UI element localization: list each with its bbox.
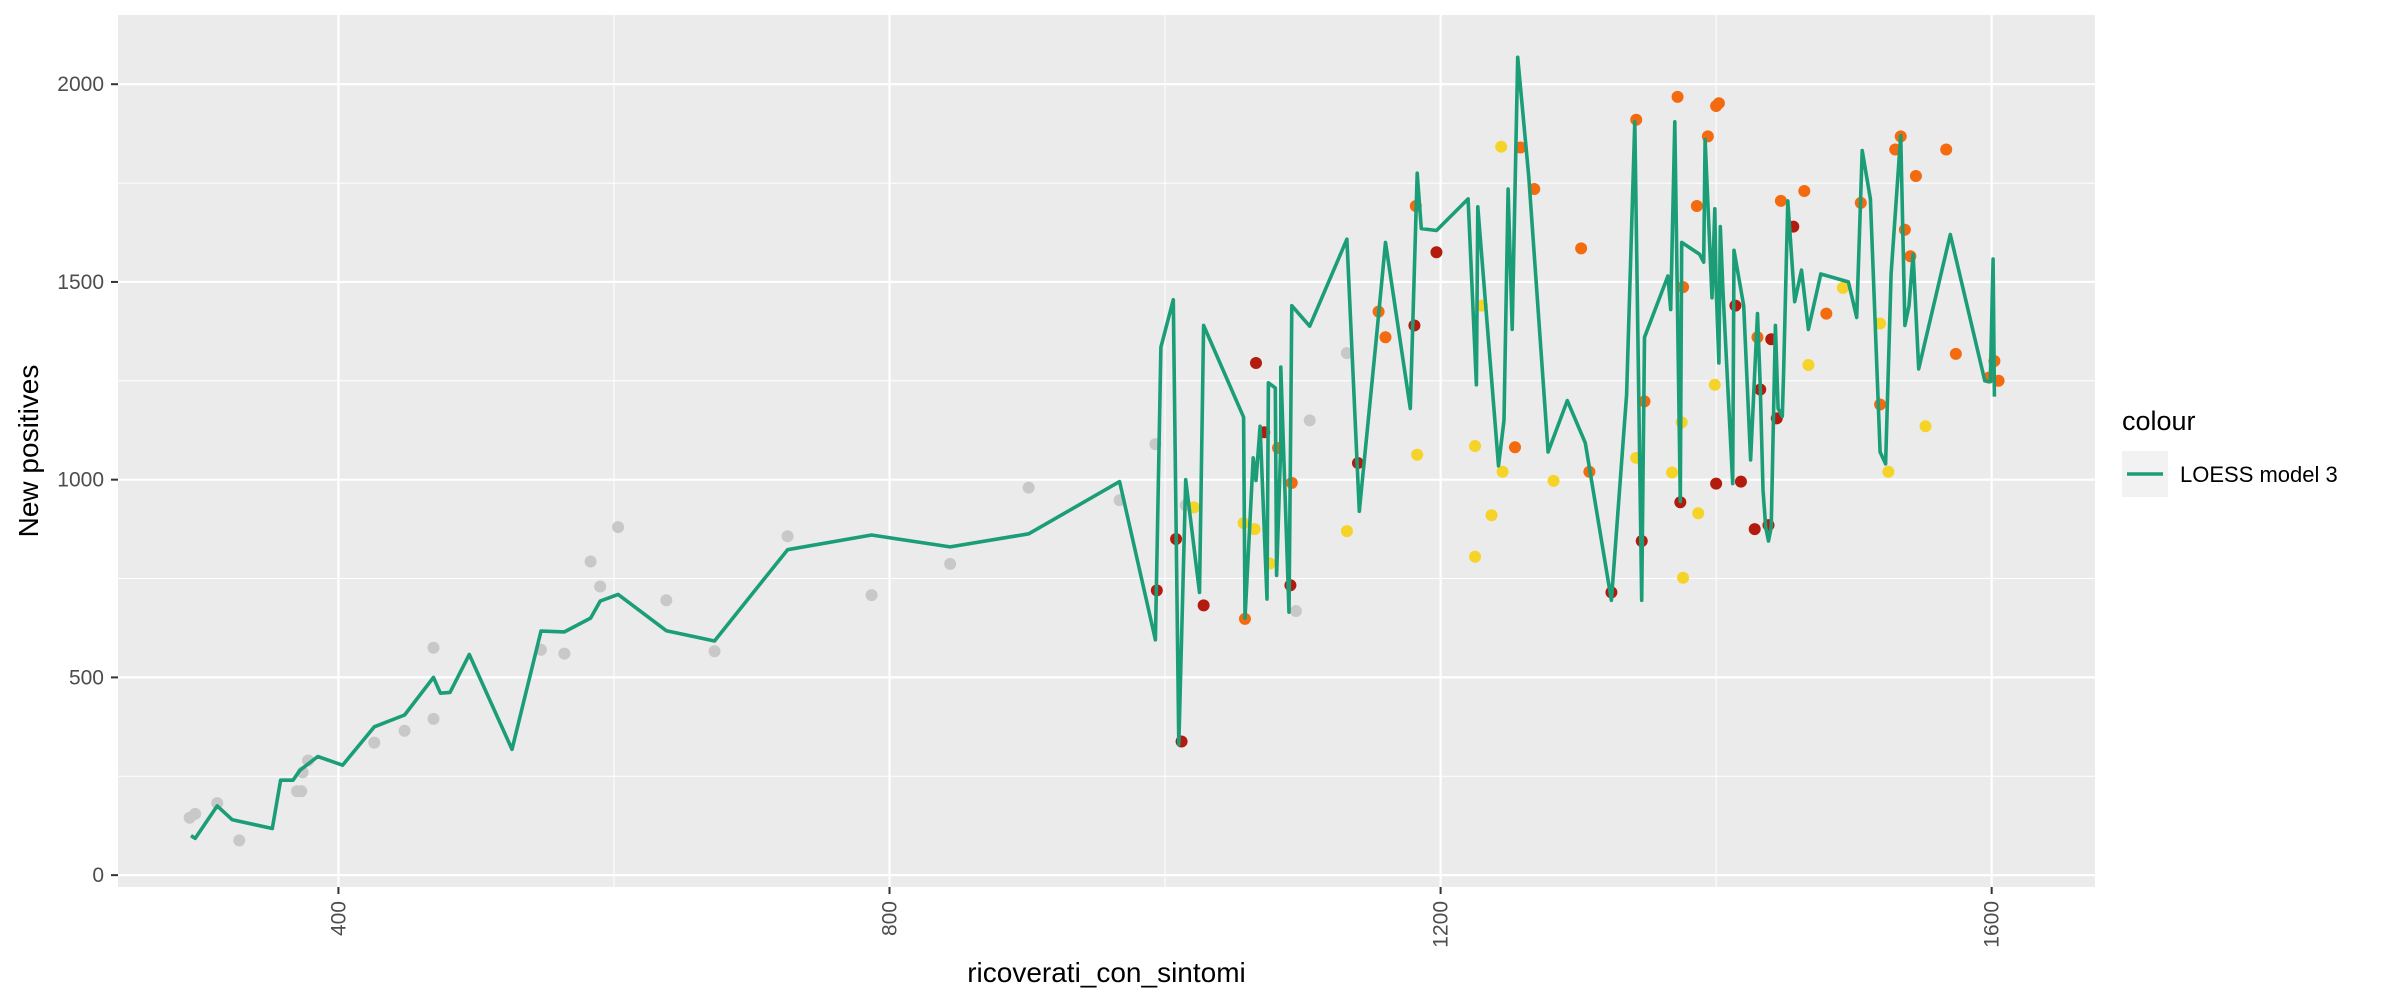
scatter-point-yellow (1495, 140, 1508, 153)
loess-line-layer (190, 55, 1997, 841)
scatter-point-orange (1671, 90, 1684, 103)
scatter-point-yellow (1666, 466, 1679, 479)
scatter-point-yellow (1547, 474, 1560, 487)
scatter-point-gray (660, 594, 673, 607)
x-tick-label: 1600 (1981, 901, 2004, 948)
scatter-point-yellow (1677, 571, 1690, 584)
scatter-point-orange (1820, 307, 1833, 320)
y-tick-label: 1500 (57, 271, 104, 294)
legend: colour LOESS model 3 (2122, 406, 2338, 497)
x-tick-label: 800 (879, 901, 902, 936)
scatter-point-yellow (1836, 281, 1849, 294)
scatter-point-red (1430, 246, 1443, 259)
grid-major (118, 15, 2095, 887)
scatter-points (183, 90, 2005, 847)
scatter-point-orange (1798, 184, 1811, 197)
scatter-point-yellow (1469, 440, 1482, 453)
scatter-point-yellow (1411, 448, 1424, 461)
scatter-point-orange (1575, 242, 1588, 255)
scatter-point-gray (1340, 347, 1353, 360)
scatter-point-gray (233, 834, 246, 847)
scatter-point-gray (427, 641, 440, 654)
y-axis-title: New positives (13, 365, 44, 538)
scatter-point-yellow (1882, 465, 1895, 478)
scatter-point-gray (558, 647, 571, 660)
scatter-point-gray (189, 807, 202, 820)
scatter-point-yellow (1919, 420, 1932, 433)
scatter-point-gray (211, 797, 224, 810)
scatter-point-red (1249, 357, 1262, 370)
x-tick-label: 1200 (1430, 901, 1453, 948)
x-axis-title: ricoverati_con_sintomi (967, 957, 1246, 988)
scatter-point-yellow (1496, 465, 1509, 478)
scatter-point-orange (1690, 200, 1703, 213)
scatter-point-yellow (1692, 507, 1705, 520)
scatter-point-gray (295, 785, 308, 798)
scatter-point-orange (1379, 331, 1392, 344)
scatter-point-orange (1940, 143, 1953, 156)
legend-title: colour (2122, 406, 2196, 436)
scatter-point-gray (944, 557, 957, 570)
scatter-point-gray (1022, 481, 1035, 494)
y-tick-label: 500 (69, 666, 104, 689)
y-tick-label: 2000 (57, 73, 104, 96)
y-tick-label: 1000 (57, 469, 104, 492)
scatter-point-gray (708, 645, 721, 658)
y-tick-label: 0 (92, 864, 104, 887)
y-axis-ticks: 0 500 1000 1500 2000 (57, 73, 118, 887)
scatter-point-yellow (1708, 378, 1721, 391)
scatter-point-orange (1508, 441, 1521, 454)
scatter-point-orange (1712, 97, 1725, 110)
plot-panel (118, 15, 2095, 887)
scatter-point-gray (427, 712, 440, 725)
scatter-point-gray (1303, 414, 1316, 427)
x-tick-label: 400 (327, 901, 350, 936)
scatter-point-red (1197, 599, 1210, 612)
legend-entry-loess-model-3: LOESS model 3 (2180, 462, 2338, 487)
scatter-point-orange (1774, 194, 1787, 207)
scatter-point-gray (781, 530, 794, 543)
scatter-point-orange (1909, 169, 1922, 182)
scatter-point-gray (612, 521, 625, 534)
scatter-point-gray (398, 724, 411, 737)
grid-minor (118, 15, 2095, 887)
scatter-point-yellow (1248, 523, 1261, 536)
scatter-point-gray (368, 736, 381, 749)
scatter-point-yellow (1485, 509, 1498, 522)
x-axis-ticks: 400 800 1200 1600 (327, 887, 2004, 948)
scatter-point-yellow (1802, 358, 1815, 371)
scatter-point-gray (594, 580, 607, 593)
scatter-point-orange (1949, 347, 1962, 360)
scatter-point-orange (1898, 223, 1911, 236)
scatter-point-gray (584, 555, 597, 568)
scatter-point-yellow (1469, 550, 1482, 563)
scatter-point-gray (1289, 604, 1302, 617)
scatter-point-yellow (1340, 525, 1353, 538)
scatter-point-red (1748, 523, 1761, 536)
scatter-point-gray (865, 589, 878, 602)
loess-line (190, 55, 1997, 841)
scatter-point-red (1734, 475, 1747, 488)
scatter-point-red (1710, 477, 1723, 490)
